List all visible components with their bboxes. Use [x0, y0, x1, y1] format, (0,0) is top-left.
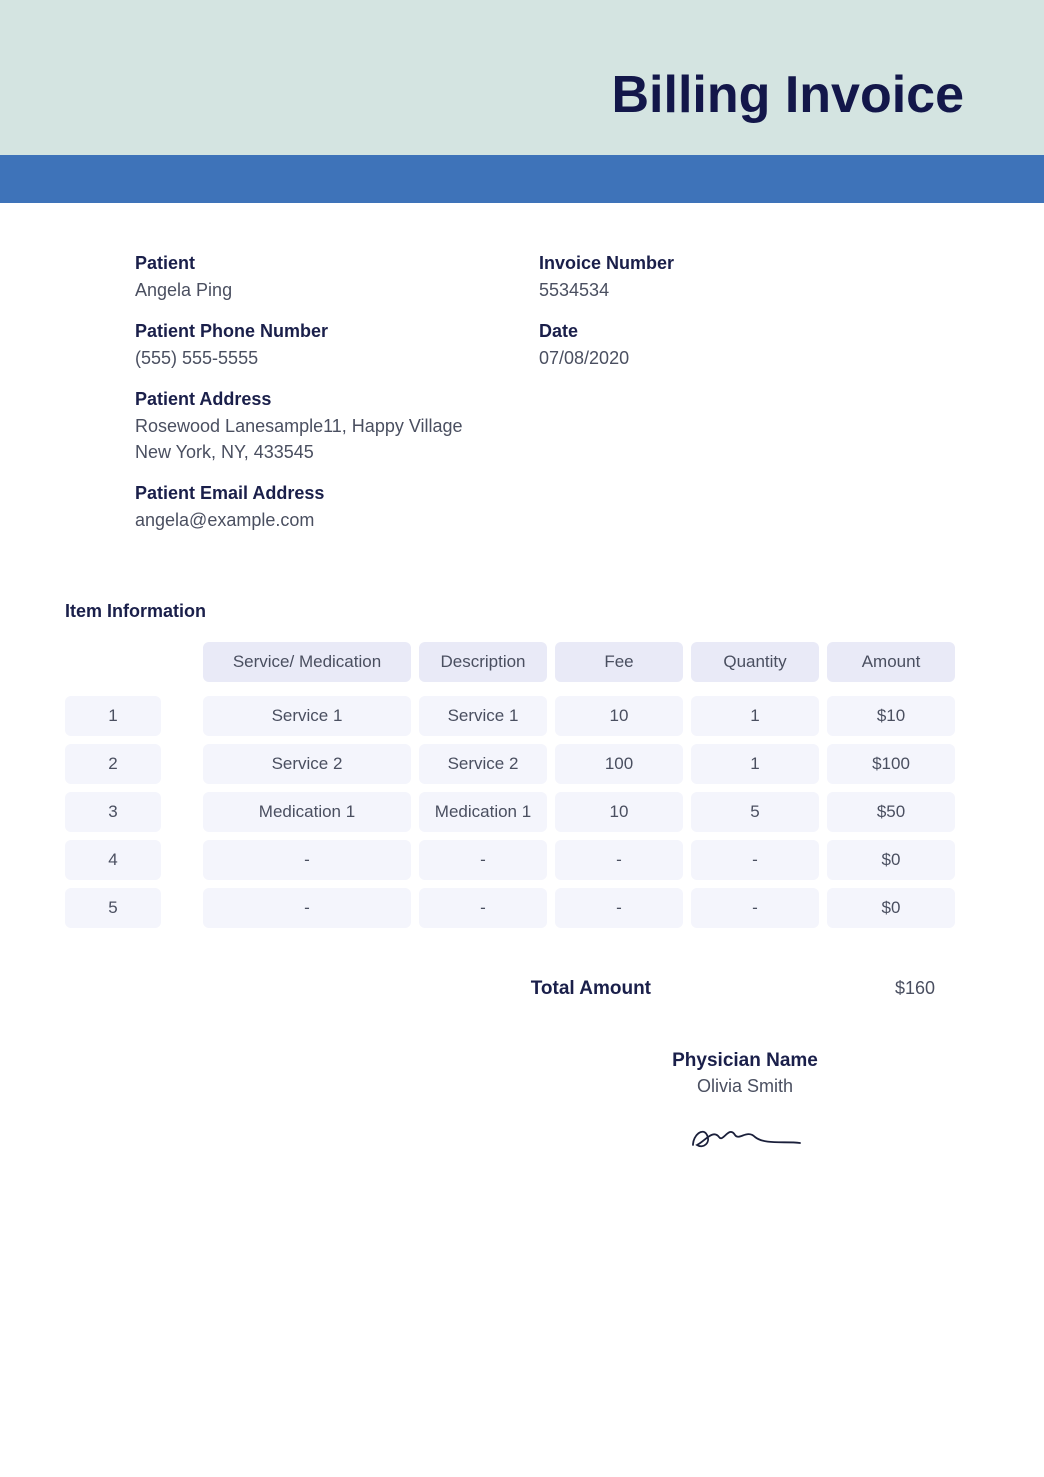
row-amount: $0 — [827, 888, 955, 928]
physician-section: Physician Name Olivia Smith — [595, 1050, 895, 1162]
row-fee: - — [555, 840, 683, 880]
patient-name: Angela Ping — [135, 278, 539, 303]
row-num: 4 — [65, 840, 161, 880]
row-fee: 10 — [555, 696, 683, 736]
table-row: 2 Service 2 Service 2 100 1 $100 — [65, 744, 979, 784]
row-description: Medication 1 — [419, 792, 547, 832]
row-description: Service 2 — [419, 744, 547, 784]
row-amount: $50 — [827, 792, 955, 832]
header-top: Billing Invoice — [0, 0, 1044, 155]
patient-label: Patient — [135, 253, 539, 274]
items-table: Service/ Medication Description Fee Quan… — [65, 642, 979, 928]
table-header-row: Service/ Medication Description Fee Quan… — [65, 642, 979, 682]
row-amount: $0 — [827, 840, 955, 880]
patient-phone: (555) 555-5555 — [135, 346, 539, 371]
row-service: Service 1 — [203, 696, 411, 736]
row-quantity: 1 — [691, 696, 819, 736]
row-description: - — [419, 840, 547, 880]
col-header-service: Service/ Medication — [203, 642, 411, 682]
patient-address-line2: New York, NY, 433545 — [135, 440, 539, 465]
items-section-title: Item Information — [65, 601, 979, 622]
row-fee: - — [555, 888, 683, 928]
row-amount: $100 — [827, 744, 955, 784]
page-title: Billing Invoice — [612, 65, 965, 125]
total-row: Total Amount $160 — [65, 978, 979, 1000]
invoice-number: 5534534 — [539, 278, 909, 303]
invoice-date-label: Date — [539, 321, 909, 342]
header-spacer — [65, 642, 161, 682]
row-num: 1 — [65, 696, 161, 736]
row-num: 5 — [65, 888, 161, 928]
invoice-number-label: Invoice Number — [539, 253, 909, 274]
patient-address-block: Patient Address Rosewood Lanesample11, H… — [135, 389, 539, 464]
patient-email-label: Patient Email Address — [135, 483, 539, 504]
patient-name-block: Patient Angela Ping — [135, 253, 539, 303]
col-header-description: Description — [419, 642, 547, 682]
row-num: 3 — [65, 792, 161, 832]
row-service: Medication 1 — [203, 792, 411, 832]
invoice-column: Invoice Number 5534534 Date 07/08/2020 — [539, 253, 909, 551]
total-label: Total Amount — [531, 978, 651, 1000]
col-header-quantity: Quantity — [691, 642, 819, 682]
row-service: - — [203, 840, 411, 880]
physician-label: Physician Name — [595, 1050, 895, 1072]
patient-email: angela@example.com — [135, 508, 539, 533]
row-quantity: - — [691, 840, 819, 880]
patient-address-label: Patient Address — [135, 389, 539, 410]
content-area: Patient Angela Ping Patient Phone Number… — [0, 203, 1044, 1162]
info-section: Patient Angela Ping Patient Phone Number… — [65, 253, 979, 551]
invoice-date: 07/08/2020 — [539, 346, 909, 371]
row-service: Service 2 — [203, 744, 411, 784]
col-header-fee: Fee — [555, 642, 683, 682]
table-row: 3 Medication 1 Medication 1 10 5 $50 — [65, 792, 979, 832]
row-quantity: 1 — [691, 744, 819, 784]
row-quantity: 5 — [691, 792, 819, 832]
row-description: - — [419, 888, 547, 928]
patient-email-block: Patient Email Address angela@example.com — [135, 483, 539, 533]
patient-address-line1: Rosewood Lanesample11, Happy Village — [135, 414, 539, 439]
patient-phone-label: Patient Phone Number — [135, 321, 539, 342]
table-row: 5 - - - - $0 — [65, 888, 979, 928]
patient-phone-block: Patient Phone Number (555) 555-5555 — [135, 321, 539, 371]
row-amount: $10 — [827, 696, 955, 736]
row-fee: 100 — [555, 744, 683, 784]
col-header-amount: Amount — [827, 642, 955, 682]
row-quantity: - — [691, 888, 819, 928]
physician-name: Olivia Smith — [595, 1076, 895, 1097]
invoice-number-block: Invoice Number 5534534 — [539, 253, 909, 303]
table-row: 4 - - - - $0 — [65, 840, 979, 880]
row-service: - — [203, 888, 411, 928]
row-num: 2 — [65, 744, 161, 784]
row-fee: 10 — [555, 792, 683, 832]
total-value: $160 — [851, 978, 979, 999]
row-description: Service 1 — [419, 696, 547, 736]
invoice-date-block: Date 07/08/2020 — [539, 321, 909, 371]
patient-column: Patient Angela Ping Patient Phone Number… — [135, 253, 539, 551]
signature-icon — [685, 1117, 805, 1157]
header-bar — [0, 155, 1044, 203]
table-row: 1 Service 1 Service 1 10 1 $10 — [65, 696, 979, 736]
